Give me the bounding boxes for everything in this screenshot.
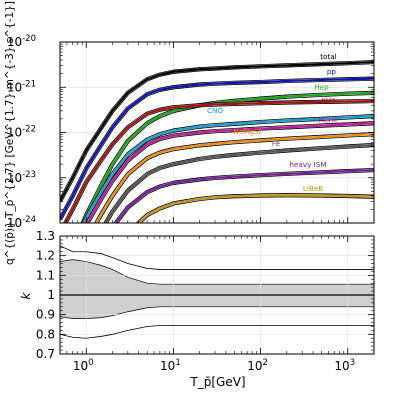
bottom-y-tick-label: 0.8	[36, 327, 55, 341]
series-label: pp	[327, 67, 337, 76]
series-label: HeHe	[319, 116, 339, 125]
x-tick-label: 103	[334, 358, 355, 373]
top-y-tick-label: 10-22	[7, 125, 36, 140]
x-tick-label: 102	[247, 358, 268, 373]
series-label: NeMgSi	[234, 127, 261, 136]
top-y-tick-label: 10-20	[7, 34, 36, 49]
series-line	[104, 143, 374, 223]
series-line	[81, 91, 374, 223]
series-line	[60, 77, 374, 220]
top-axis-ticks: 10-24 10-23 10-22 10-21 10-20	[7, 34, 375, 230]
ratio-outer-upper-line	[60, 245, 374, 270]
bottom-y-tick-label: 1.2	[36, 249, 55, 263]
ratio-outer-lower-line	[60, 325, 374, 339]
source-term-panel: total pp Hep pHe CNO HeHe NeMgSi Fe heavy ISM LiB…	[7, 34, 375, 230]
top-y-tick-label: 10-21	[7, 79, 36, 94]
bottom-y-axis-label: k	[19, 291, 33, 299]
x-tick-label: 100	[73, 358, 94, 373]
top-y-tick-label: 10-24	[7, 215, 36, 230]
ratio-uncertainty-band	[60, 259, 374, 319]
bottom-y-tick-label: 1.3	[36, 229, 55, 243]
bottom-y-tick-label: 0.7	[36, 347, 55, 361]
series-label: heavy ISM	[289, 160, 326, 169]
series-label: CNO	[207, 106, 223, 115]
series-line	[60, 60, 374, 202]
bottom-y-tick-label: 0.9	[36, 308, 55, 322]
series-label: Hep	[314, 82, 329, 91]
top-y-tick-label: 10-23	[7, 170, 36, 185]
series-label: pHe	[321, 96, 336, 105]
top-series-group	[60, 59, 374, 223]
ratio-lines-group	[60, 245, 374, 339]
series-label: LiBeB	[303, 184, 323, 193]
top-series-labels: total pp Hep pHe CNO HeHe NeMgSi Fe heavy ISM LiB…	[207, 52, 339, 193]
x-axis-label: T_p̄[GeV]	[189, 375, 245, 389]
ratio-panel: 100 101 102 103 0.7 0.8 0.9 1 1.1 1.2 1.3	[36, 229, 375, 373]
series-label: total	[320, 52, 336, 61]
bottom-y-tick-label: 1.1	[36, 268, 55, 282]
bottom-y-tick-label: 1	[47, 288, 55, 302]
ratio-band-group	[60, 259, 374, 319]
series-line	[82, 115, 374, 223]
x-tick-label: 101	[160, 358, 181, 373]
series-label: Fe	[272, 139, 281, 148]
series-line	[114, 168, 374, 223]
top-y-axis-label: q^{(p̄)} T_p̄^{2.7} [GeV^{1.7} m^{-3} s^…	[4, 1, 16, 265]
series-line	[86, 122, 374, 223]
bottom-axis-ticks: 100 101 102 103 0.7 0.8 0.9 1 1.1 1.2 1.3	[36, 229, 375, 373]
series-line	[64, 99, 374, 223]
series-line	[136, 194, 374, 223]
